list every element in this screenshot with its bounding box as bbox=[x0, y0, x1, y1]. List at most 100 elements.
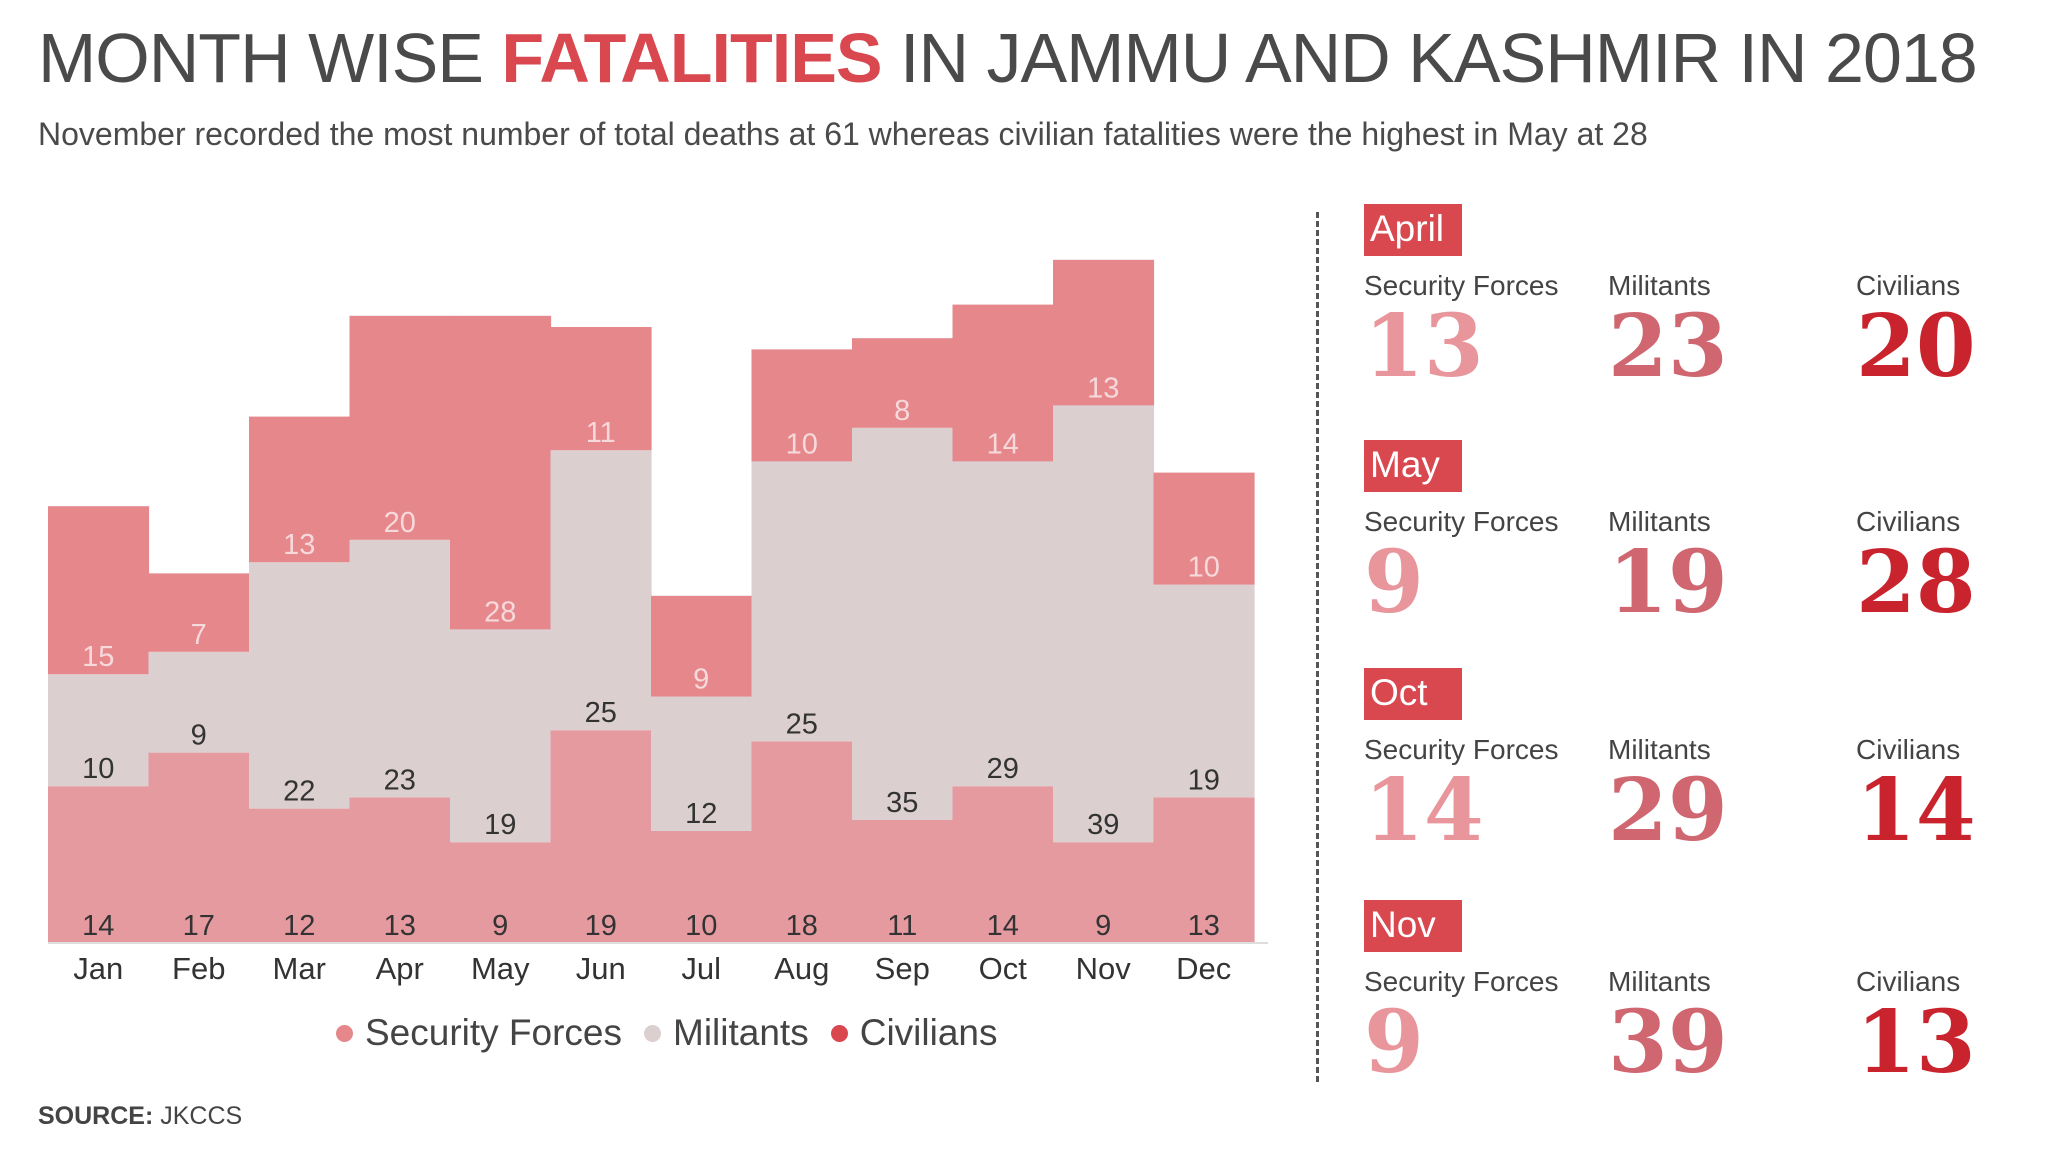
data-label-militants-may: 19 bbox=[484, 809, 516, 841]
highlight-label-security-forces: Security Forces bbox=[1364, 966, 1559, 997]
data-label-security-forces-apr: 13 bbox=[384, 910, 416, 942]
bar-militants-jan bbox=[48, 674, 150, 787]
legend-label-civilians: Civilians bbox=[859, 1012, 998, 1053]
x-tick-label-nov: Nov bbox=[1076, 951, 1132, 986]
highlight-value-militants: 29 bbox=[1608, 760, 1728, 861]
legend-dot-militants bbox=[644, 1024, 662, 1042]
data-label-militants-jul: 12 bbox=[685, 798, 717, 830]
bar-security-forces-sep bbox=[852, 819, 954, 943]
bar-militants-nov bbox=[1053, 405, 1155, 843]
bar-civilians-apr bbox=[349, 315, 451, 540]
bar-security-forces-feb bbox=[148, 752, 250, 943]
bar-militants-dec bbox=[1153, 584, 1255, 798]
data-label-civilians-may: 28 bbox=[484, 596, 516, 628]
bar-militants-oct bbox=[952, 461, 1054, 787]
highlight-panel-oct: Oct Security Forces Militants Civilians … bbox=[1364, 668, 1984, 888]
x-tick-label-sep: Sep bbox=[875, 951, 930, 986]
bar-security-forces-jun bbox=[550, 730, 652, 943]
data-label-militants-feb: 9 bbox=[191, 720, 207, 752]
highlight-label-civilians: Civilians bbox=[1856, 966, 1961, 997]
highlight-label-militants: Militants bbox=[1608, 966, 1711, 997]
legend-item-security-forces: Security Forces bbox=[336, 1012, 622, 1054]
data-label-security-forces-jul: 10 bbox=[685, 910, 717, 942]
data-label-security-forces-feb: 17 bbox=[183, 910, 215, 942]
data-label-civilians-jun: 11 bbox=[586, 417, 616, 449]
data-label-militants-sep: 35 bbox=[886, 787, 918, 819]
bar-civilians-dec bbox=[1153, 472, 1255, 585]
highlight-value-security-forces: 14 bbox=[1364, 760, 1484, 861]
highlight-label-security-forces: Security Forces bbox=[1364, 270, 1559, 301]
bar-militants-feb bbox=[148, 651, 250, 753]
bar-civilians-jan bbox=[48, 506, 150, 675]
bar-security-forces-jan bbox=[48, 786, 150, 943]
bar-civilians-sep bbox=[852, 338, 954, 428]
highlight-label-civilians: Civilians bbox=[1856, 270, 1961, 301]
highlight-label-security-forces: Security Forces bbox=[1364, 734, 1559, 765]
bar-security-forces-aug bbox=[751, 741, 853, 943]
highlight-month-label: Nov bbox=[1364, 900, 1462, 952]
data-label-militants-jun: 25 bbox=[585, 697, 617, 729]
title-accent: FATALITIES bbox=[501, 19, 882, 97]
source-value: JKCCS bbox=[153, 1102, 243, 1130]
subtitle: November recorded the most number of tot… bbox=[38, 116, 1648, 152]
data-label-militants-oct: 29 bbox=[987, 753, 1019, 785]
title-part2: IN JAMMU AND KASHMIR IN 2018 bbox=[881, 19, 1978, 97]
data-label-militants-aug: 25 bbox=[786, 708, 818, 740]
data-label-civilians-feb: 7 bbox=[191, 619, 207, 651]
legend-label-security-forces: Security Forces bbox=[365, 1012, 623, 1053]
bar-civilians-mar bbox=[249, 416, 351, 563]
bar-militants-sep bbox=[852, 427, 954, 820]
source-label: SOURCE: bbox=[38, 1102, 154, 1130]
data-label-militants-nov: 39 bbox=[1087, 809, 1119, 841]
x-tick-label-jul: Jul bbox=[681, 951, 721, 986]
legend-item-militants: Militants bbox=[644, 1012, 809, 1054]
data-label-security-forces-oct: 14 bbox=[987, 910, 1019, 942]
data-label-security-forces-dec: 13 bbox=[1188, 910, 1220, 942]
highlight-panel-may: May Security Forces Militants Civilians … bbox=[1364, 440, 1984, 660]
data-label-civilians-dec: 10 bbox=[1188, 552, 1220, 584]
bar-militants-may bbox=[450, 629, 552, 843]
title-part1: MONTH WISE bbox=[38, 19, 502, 97]
x-tick-label-dec: Dec bbox=[1176, 951, 1231, 986]
x-tick-label-mar: Mar bbox=[273, 951, 326, 986]
stacked-bar-chart: 14 10 15 Jan 17 9 7 Feb 12 22 13 Mar 13 23 20 Apr 9 19 28 M… bbox=[48, 259, 1268, 986]
bar-security-forces-nov bbox=[1053, 842, 1155, 943]
bar-civilians-jun bbox=[550, 327, 652, 451]
page-title: MONTH WISE FATALITIES IN JAMMU AND KASHM… bbox=[38, 18, 1978, 98]
data-label-security-forces-may: 9 bbox=[492, 910, 508, 942]
dashed-divider bbox=[1316, 212, 1319, 1082]
bar-civilians-oct bbox=[952, 304, 1054, 462]
bar-security-forces-may bbox=[450, 842, 552, 943]
data-label-civilians-nov: 13 bbox=[1087, 372, 1119, 404]
highlight-label-civilians: Civilians bbox=[1856, 506, 1961, 537]
bar-security-forces-jul bbox=[651, 831, 753, 943]
x-tick-label-oct: Oct bbox=[979, 951, 1028, 986]
highlight-value-civilians: 14 bbox=[1856, 760, 1976, 861]
bar-civilians-aug bbox=[751, 349, 853, 462]
legend-label-militants: Militants bbox=[673, 1012, 809, 1053]
chart-legend: Security Forces Militants Civilians bbox=[336, 1012, 997, 1054]
bar-militants-jun bbox=[550, 450, 652, 731]
data-label-civilians-jan: 15 bbox=[82, 641, 114, 673]
data-label-civilians-apr: 20 bbox=[384, 507, 416, 539]
highlight-panel-nov: Nov Security Forces Militants Civilians … bbox=[1364, 900, 1984, 1120]
highlight-label-militants: Militants bbox=[1608, 506, 1711, 537]
bar-civilians-may bbox=[450, 315, 552, 630]
data-label-militants-jan: 10 bbox=[82, 753, 114, 785]
data-label-civilians-mar: 13 bbox=[283, 529, 315, 561]
bar-civilians-jul bbox=[651, 595, 753, 697]
data-label-security-forces-sep: 11 bbox=[887, 910, 917, 942]
x-tick-label-feb: Feb bbox=[172, 951, 225, 986]
legend-dot-security-forces bbox=[336, 1024, 353, 1042]
highlight-month-label: April bbox=[1364, 204, 1462, 256]
x-tick-label-apr: Apr bbox=[376, 951, 424, 986]
highlight-value-security-forces: 9 bbox=[1364, 532, 1424, 633]
highlight-value-civilians: 13 bbox=[1856, 992, 1976, 1093]
highlight-value-security-forces: 13 bbox=[1364, 296, 1484, 397]
bar-civilians-nov bbox=[1053, 259, 1155, 406]
data-label-militants-dec: 19 bbox=[1188, 764, 1220, 796]
data-label-security-forces-jan: 14 bbox=[82, 910, 114, 942]
highlight-label-militants: Militants bbox=[1608, 734, 1711, 765]
legend-dot-civilians bbox=[830, 1024, 848, 1042]
highlight-value-militants: 23 bbox=[1608, 296, 1728, 397]
